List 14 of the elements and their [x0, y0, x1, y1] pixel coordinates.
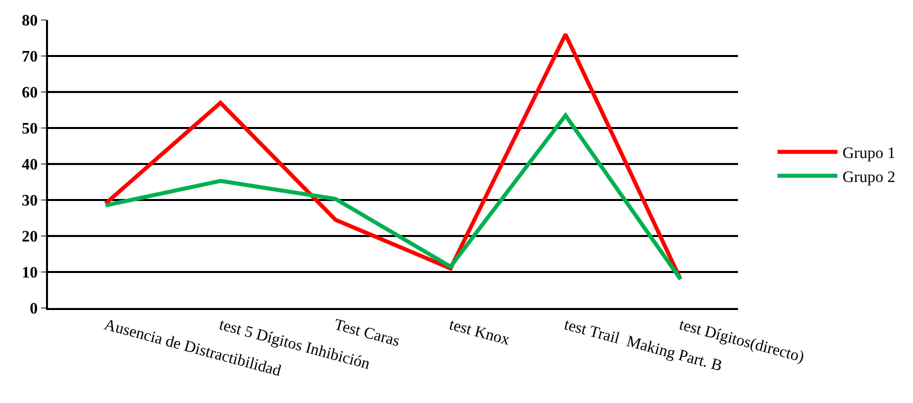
y-tick-label: 80 — [22, 12, 38, 30]
y-tick-label: 40 — [22, 156, 38, 174]
y-tick-label: 60 — [22, 84, 38, 102]
y-tick-label: 20 — [22, 228, 38, 246]
legend-label: Grupo 1 — [842, 145, 896, 162]
y-tick-label: 70 — [22, 48, 38, 66]
y-tick-label: 0 — [30, 300, 38, 318]
line-series — [104, 32, 682, 282]
line-series — [104, 113, 682, 282]
legend-label: Grupo 2 — [842, 168, 896, 186]
y-tick-label: 10 — [22, 264, 38, 282]
y-tick-label: 30 — [22, 192, 38, 210]
x-tick-label: test Knox — [447, 316, 512, 349]
y-tick-label: 50 — [22, 120, 38, 138]
